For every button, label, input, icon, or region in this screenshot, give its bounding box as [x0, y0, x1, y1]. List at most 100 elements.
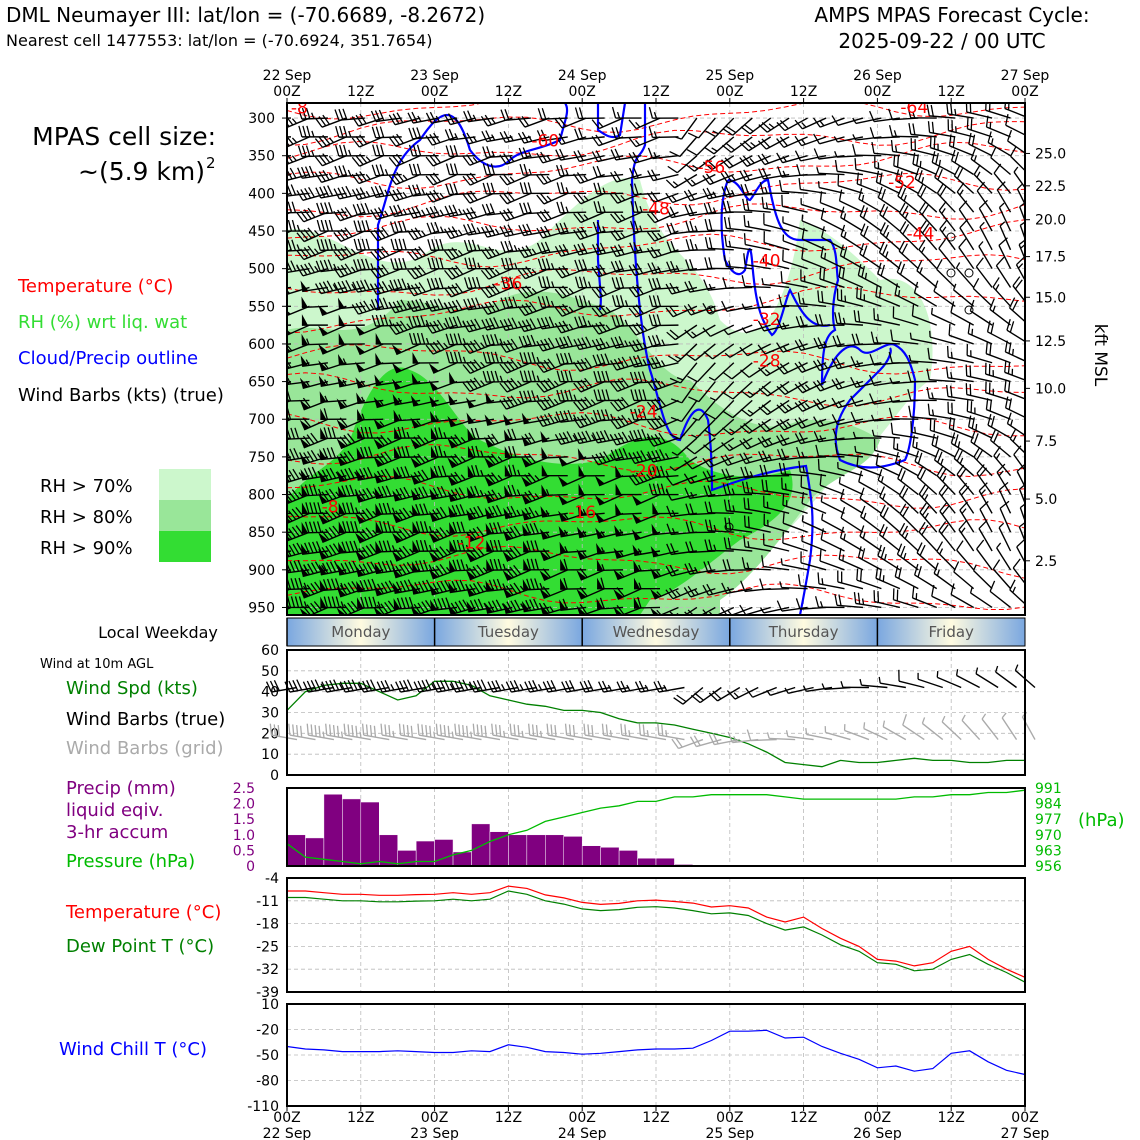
wind-barb: [759, 182, 790, 195]
barb-flag: [433, 299, 440, 310]
wind-barb: [297, 145, 328, 158]
wind-barb: [816, 167, 845, 176]
barb-flag: [291, 118, 298, 124]
barb-shaft: [580, 211, 605, 224]
barb-shaft: [726, 245, 753, 251]
barb-shaft: [525, 268, 550, 280]
barb-flag: [650, 230, 659, 240]
barb-flag: [528, 151, 533, 158]
barb-flag: [704, 257, 709, 269]
barb-flag: [447, 285, 456, 296]
barb-flag: [834, 159, 838, 172]
barb-flag: [838, 189, 843, 202]
barb-flag: [388, 190, 396, 202]
barb-shaft: [783, 136, 808, 149]
barb-flag: [480, 115, 489, 127]
barb-flag: [316, 202, 322, 215]
barb-flag: [740, 126, 751, 135]
barb-flag: [517, 132, 525, 144]
barb-flag: [704, 218, 709, 231]
barb-flag: [798, 177, 801, 190]
barb-flag: [311, 150, 315, 157]
barb-flag: [852, 117, 857, 124]
wind-barb: [958, 238, 975, 270]
wind-barb: [722, 117, 753, 136]
barb-pennant: [264, 278, 271, 290]
barb-flag: [646, 247, 655, 259]
wind-barb: [782, 249, 808, 270]
barb-shaft: [930, 147, 956, 157]
barb-shaft: [879, 232, 901, 251]
barb-flag: [970, 118, 973, 131]
barb-flag: [539, 193, 549, 203]
barb-flag: [936, 183, 944, 194]
barb-flag: [280, 435, 284, 441]
barb-flag: [685, 163, 695, 172]
wind-barb: [896, 261, 919, 289]
upper-air-panel: -60-56-48-64-52-44-40-36-32-28-24-20-16-…: [248, 68, 1110, 616]
barb-flag: [653, 152, 658, 159]
barb-flag: [429, 174, 438, 184]
barb-flag: [333, 282, 340, 294]
barb-flag: [308, 165, 315, 177]
barb-shaft: [617, 230, 642, 242]
barb-shaft: [726, 227, 753, 232]
barb-flag: [613, 229, 622, 240]
barb-flag: [416, 144, 422, 156]
barb-flag: [363, 279, 371, 291]
barb-flag: [592, 221, 598, 234]
barb-flag: [665, 207, 673, 218]
barb-flag: [926, 104, 930, 116]
barb-flag: [650, 211, 659, 222]
barb-flag: [318, 136, 327, 147]
barb-flag: [364, 258, 370, 270]
wind-barb: [536, 192, 569, 205]
barb-flag: [398, 238, 403, 251]
barb-flag: [704, 146, 715, 155]
barb-flag: [426, 222, 432, 234]
barb-flag: [307, 262, 316, 273]
barb-flag: [444, 228, 452, 239]
barb-flag: [937, 169, 943, 181]
barb-flag: [539, 210, 548, 221]
barb-shaft: [303, 249, 329, 261]
wind-barb: [611, 106, 642, 119]
barb-flag: [536, 130, 543, 142]
barb-flag: [352, 259, 358, 271]
barb-shaft: [597, 249, 624, 256]
barb-flag: [620, 232, 626, 238]
barb-flag: [279, 170, 285, 181]
barb-flag: [264, 247, 271, 258]
barb-pennant: [337, 297, 345, 309]
barb-flag: [919, 186, 927, 198]
barb-flag: [414, 227, 423, 238]
barb-flag: [333, 232, 342, 242]
barb-flag: [620, 194, 626, 201]
barb-flag: [314, 265, 319, 272]
wind-barb: [517, 285, 550, 299]
barb-flag: [539, 173, 548, 184]
barb-shaft: [633, 192, 661, 196]
barb-flag: [445, 145, 451, 157]
barb-flag: [500, 109, 506, 121]
wind-barb: [407, 264, 439, 280]
barb-shaft: [985, 109, 1011, 119]
barb-flag: [675, 286, 681, 293]
barb-flag: [758, 124, 768, 133]
barb-flag: [466, 154, 474, 165]
barb-flag: [374, 208, 382, 219]
wind-barb: [780, 271, 808, 289]
barb-shaft: [782, 205, 808, 213]
barb-shaft: [860, 233, 882, 251]
barb-flag: [278, 155, 285, 166]
barb-flag: [636, 263, 644, 274]
barb-flag: [703, 202, 709, 215]
barb-flag: [345, 185, 352, 197]
barb-flag: [531, 268, 537, 275]
barb-shaft: [782, 155, 808, 164]
wind-barb: [517, 266, 550, 280]
barb-flag: [765, 202, 769, 209]
barb-flag: [599, 264, 607, 275]
barb-flag: [352, 204, 359, 216]
barb-flag: [443, 250, 452, 261]
